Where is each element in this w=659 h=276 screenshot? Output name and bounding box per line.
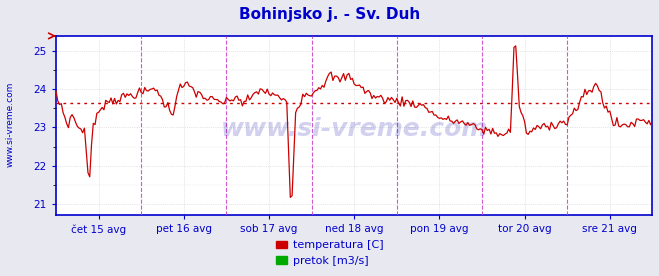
Text: Bohinjsko j. - Sv. Duh: Bohinjsko j. - Sv. Duh (239, 7, 420, 22)
Text: www.si-vreme.com: www.si-vreme.com (221, 117, 488, 141)
Text: www.si-vreme.com: www.si-vreme.com (5, 81, 14, 167)
Legend: temperatura [C], pretok [m3/s]: temperatura [C], pretok [m3/s] (272, 236, 387, 270)
